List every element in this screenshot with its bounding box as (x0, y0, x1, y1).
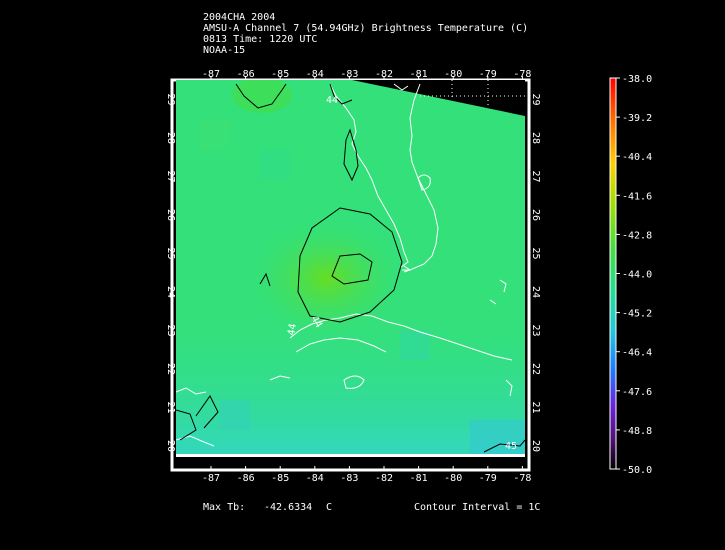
lon-label-top: -81 (410, 69, 428, 80)
lon-label-bottom: -79 (479, 473, 497, 484)
lon-label-bottom: -87 (202, 473, 220, 484)
colorbar-tick-label: -45.2 (622, 309, 652, 320)
lat-label-right: 20 (530, 440, 541, 452)
lon-label-bottom: -78 (513, 473, 531, 484)
lon-label-top: -86 (237, 69, 255, 80)
colorbar-tick-label: -39.2 (622, 113, 652, 124)
lat-label-right: 29 (530, 93, 541, 105)
header-line-4: NOAA-15 (203, 45, 246, 56)
lat-label-right: 28 (530, 132, 541, 144)
lon-label-bottom: -83 (340, 473, 358, 484)
lon-label-bottom: -81 (410, 473, 428, 484)
lon-label-bottom: -82 (375, 473, 393, 484)
max-tb-value: -42.6334 (264, 502, 313, 513)
contour-label-1: 44 (326, 95, 338, 106)
longitude-axis: -87 -87 -86 -86 -85 -85 -84 -84 -83 -83 -82 -82 -81 -… (202, 69, 531, 484)
contours (175, 83, 526, 453)
lon-label-top: -87 (202, 69, 220, 80)
colorbar (609, 77, 617, 470)
brightness-field (176, 80, 525, 466)
lon-label-top: -80 (444, 69, 462, 80)
lon-label-top: -85 (271, 69, 289, 80)
lon-label-bottom: -80 (444, 473, 462, 484)
lon-label-top: -84 (306, 69, 324, 80)
lat-label-left: 21 (165, 401, 176, 413)
lat-label-right: 22 (530, 363, 541, 375)
header-line-3: 0813 Time: 1220 UTC (203, 34, 318, 45)
lat-label-left: 22 (165, 363, 176, 375)
lon-label-top: -82 (375, 69, 393, 80)
lat-label-right: 25 (530, 247, 541, 259)
header-line-2: AMSU-A Channel 7 (54.94GHz) Brightness T… (203, 23, 529, 34)
lat-label-left: 23 (165, 324, 176, 336)
lat-label-left: 24 (165, 286, 176, 298)
grid-dots (420, 80, 525, 106)
lat-label-right: 21 (530, 401, 541, 413)
colorbar-tick-label: -38.0 (622, 74, 652, 85)
lat-label-right: 23 (530, 324, 541, 336)
colorbar-tick-label: -44.0 (622, 270, 652, 281)
lat-label-right: 27 (530, 170, 541, 182)
colorbar-tick-label: -46.4 (622, 348, 652, 359)
lat-label-left: 25 (165, 247, 176, 259)
lon-label-top: -83 (340, 69, 358, 80)
lat-label-right: 24 (530, 286, 541, 298)
lat-label-left: 27 (165, 170, 176, 182)
lat-label-left: 26 (165, 209, 176, 221)
colorbar-tick-label: -47.6 (622, 387, 652, 398)
colorbar-tick-label: -41.6 (622, 191, 652, 202)
lon-label-top: -79 (479, 69, 497, 80)
max-tb-label: Max Tb: (203, 502, 246, 513)
max-tb-unit: C (326, 502, 333, 513)
header-line-1: 2004CHA 2004 (203, 12, 276, 23)
lat-label-left: 20 (165, 440, 176, 452)
lon-label-bottom: -84 (306, 473, 324, 484)
colorbar-tick-label: -42.8 (622, 230, 652, 241)
lat-label-right: 26 (530, 209, 541, 221)
colorbar-tick-label: -50.0 (622, 465, 652, 476)
lon-label-bottom: -85 (271, 473, 289, 484)
contour-interval: Contour Interval = 1C (414, 502, 541, 513)
latitude-axis: 20 20 21 21 22 22 23 23 24 24 25 25 26 26 27 27 28 28 29 29 (165, 93, 541, 452)
colorbar-tick-label: -48.8 (622, 426, 652, 437)
lat-label-left: 28 (165, 132, 176, 144)
colorbar-ticks: -38.0 -39.2 -40.4 -41.6 -42.8 -44.0 -45.2 -46.4… (616, 74, 652, 476)
lon-label-top: -78 (513, 69, 531, 80)
colorbar-tick-label: -40.4 (622, 152, 652, 163)
contour-label-4: 45 (505, 441, 517, 452)
lat-label-left: 29 (165, 93, 176, 105)
lon-label-bottom: -86 (237, 473, 255, 484)
contour-label-2: 44 (308, 314, 324, 330)
contour-label-3: 44 (286, 323, 299, 337)
